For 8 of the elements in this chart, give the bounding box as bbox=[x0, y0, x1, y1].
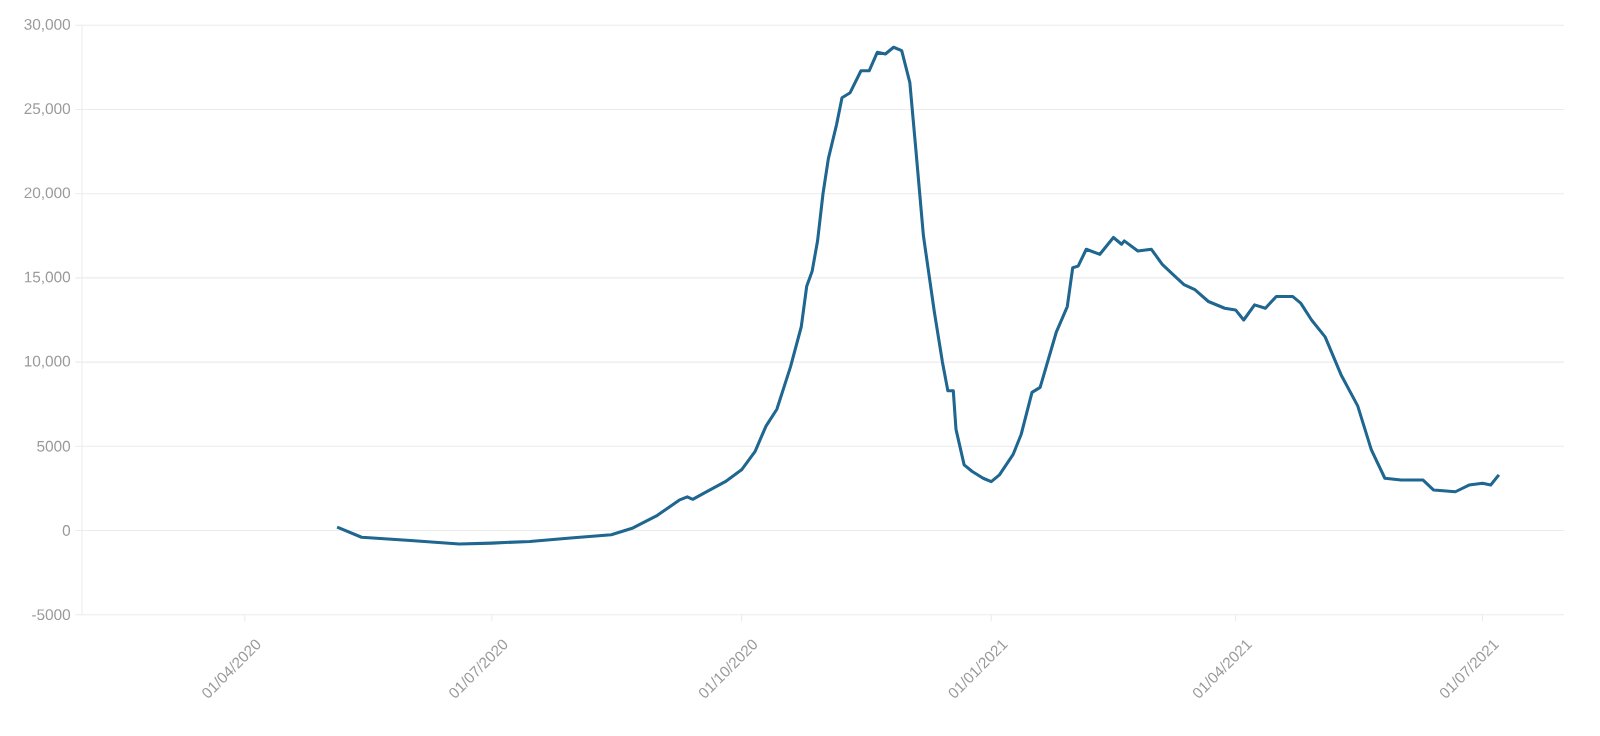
y-tick-label: 20,000 bbox=[24, 187, 71, 201]
y-tick-label: 30,000 bbox=[24, 19, 71, 32]
y-tick-label: 15,000 bbox=[24, 271, 71, 285]
y-tick-label: -5000 bbox=[32, 609, 71, 621]
y-tick-label: 5000 bbox=[37, 440, 71, 452]
y-tick-label: 25,000 bbox=[24, 103, 71, 116]
y-tick-label: 0 bbox=[62, 525, 71, 536]
y-tick-label: 10,000 bbox=[24, 355, 71, 369]
